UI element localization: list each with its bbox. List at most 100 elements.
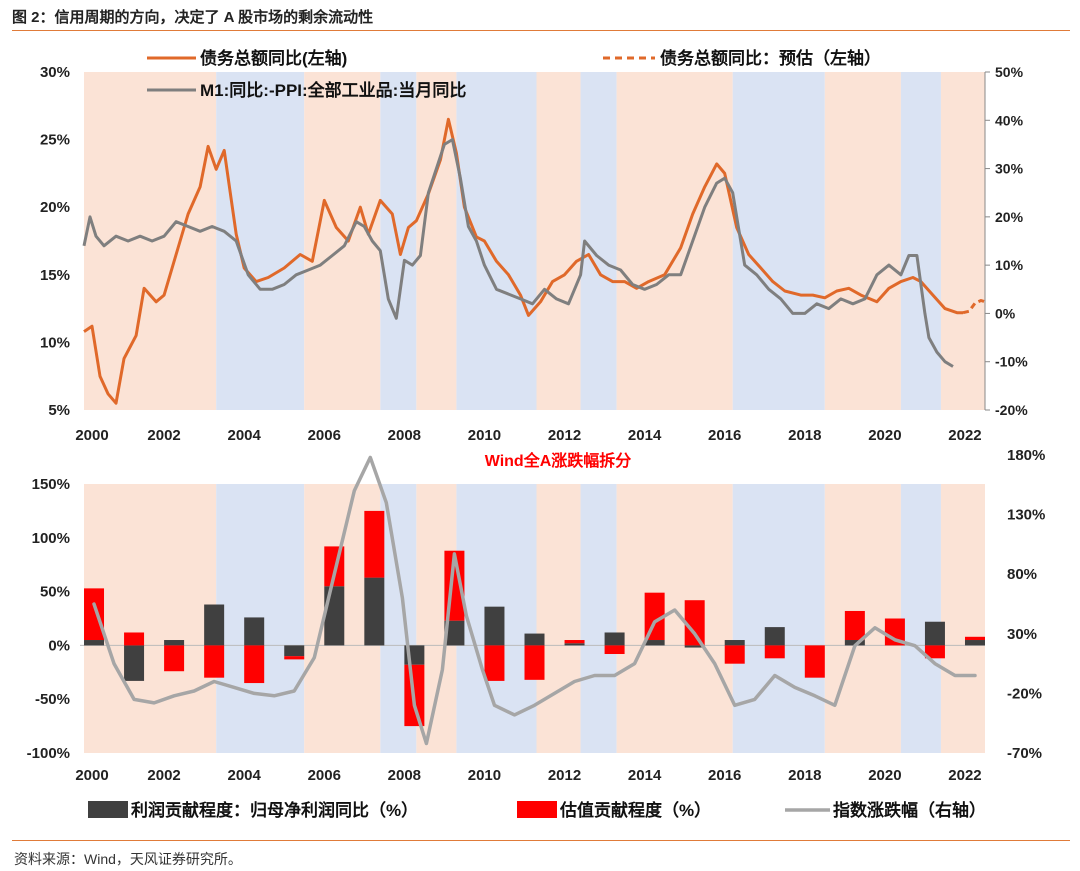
bottom-left-tick-label: 100% bbox=[32, 530, 70, 547]
valuation-bar-2016 bbox=[724, 645, 745, 664]
bottom-x-tick-label: 2016 bbox=[708, 767, 741, 784]
bottom-left-tick-label: 150% bbox=[32, 476, 70, 493]
profit-bar-2019 bbox=[844, 640, 865, 646]
valuation-bar-2015 bbox=[684, 600, 705, 646]
bottom-x-tick-label: 2010 bbox=[468, 767, 501, 784]
profit-bar-2022 bbox=[964, 640, 985, 646]
valuation-bar-2014 bbox=[644, 592, 665, 641]
valuation-bar-2004 bbox=[244, 645, 265, 684]
top-band-5 bbox=[456, 72, 537, 410]
valuation-bar-2007 bbox=[364, 510, 385, 578]
legend-label-profit: 利润贡献程度：归母净利润同比（%） bbox=[131, 800, 418, 820]
top-x-tick-label: 2010 bbox=[468, 427, 501, 444]
bottom-x-tick-label: 2002 bbox=[147, 767, 180, 784]
valuation-bar-2002 bbox=[164, 645, 185, 672]
bottom-x-tick-label: 2004 bbox=[227, 767, 261, 784]
top-right-tick-label: 0% bbox=[995, 305, 1016, 321]
bottom-band-11 bbox=[900, 484, 941, 753]
top-left-tick-label: 30% bbox=[40, 64, 70, 81]
top-x-tick-label: 2012 bbox=[548, 427, 581, 444]
bottom-band-9 bbox=[732, 484, 825, 753]
bottom-x-tick-label: 2014 bbox=[628, 767, 662, 784]
profit-bar-2013 bbox=[604, 632, 625, 646]
top-right-tick-label: -20% bbox=[995, 402, 1028, 418]
bottom-left-tick-label: 50% bbox=[40, 584, 70, 601]
profit-bar-2009 bbox=[444, 620, 465, 646]
top-x-tick-label: 2014 bbox=[628, 427, 662, 444]
profit-bar-2003 bbox=[204, 604, 225, 646]
top-x-tick-label: 2016 bbox=[708, 427, 741, 444]
top-right-tick-label: -10% bbox=[995, 354, 1028, 370]
profit-bar-2014 bbox=[644, 640, 665, 646]
top-band-8 bbox=[616, 72, 733, 410]
profit-bar-2016 bbox=[724, 640, 745, 646]
top-x-tick-label: 2022 bbox=[948, 427, 981, 444]
valuation-bar-2013 bbox=[604, 645, 625, 655]
bottom-bar-chart: Wind全A涨跌幅拆分 -100% -50% 0% 50% 100% 150% -70% -20… bbox=[27, 447, 1046, 784]
bottom-right-tick-label: 80% bbox=[1007, 566, 1037, 583]
valuation-bar-2011 bbox=[524, 645, 545, 680]
bottom-x-tick-label: 2020 bbox=[868, 767, 901, 784]
profit-bar-2001 bbox=[124, 645, 145, 681]
legends: 债务总额同比(左轴) 债务总额同比：预估（左轴） M1:同比:-PPI:全部工业品:… bbox=[88, 48, 986, 820]
figure-title: 图 2：信用周期的方向，决定了 A 股市场的剩余流动性 bbox=[12, 9, 374, 26]
profit-bar-2021 bbox=[924, 621, 945, 646]
bottom-x-tick-label: 2006 bbox=[308, 767, 341, 784]
bottom-right-tick-label: -70% bbox=[1007, 745, 1042, 762]
top-line-chart: 5% 10% 15% 20% 25% 30% -20% -10% 0% 10% 20% 30% 40% 5… bbox=[40, 64, 1028, 444]
bottom-right-tick-label: 180% bbox=[1007, 447, 1045, 464]
chart-area: 5% 10% 15% 20% 25% 30% -20% -10% 0% 10% 20% 30% 40% 5… bbox=[27, 48, 1046, 820]
bottom-x-tick-label: 2008 bbox=[388, 767, 421, 784]
source-rule bbox=[12, 840, 1070, 841]
valuation-bar-2005 bbox=[284, 656, 305, 660]
bottom-left-tick-label: -50% bbox=[35, 691, 70, 708]
top-x-tick-label: 2020 bbox=[868, 427, 901, 444]
title-rule bbox=[12, 30, 1070, 31]
valuation-bar-2017 bbox=[764, 645, 785, 659]
top-right-tick-label: 30% bbox=[995, 161, 1024, 177]
valuation-bar-2018 bbox=[804, 645, 825, 678]
valuation-bar-2022 bbox=[964, 636, 985, 641]
top-series-line-1 bbox=[962, 299, 986, 315]
bottom-left-tick-label: 0% bbox=[48, 637, 70, 654]
top-band-10 bbox=[824, 72, 901, 410]
top-right-tick-label: 10% bbox=[995, 257, 1024, 273]
profit-bar-2000 bbox=[84, 640, 105, 646]
valuation-bar-2010 bbox=[484, 645, 505, 681]
source-note: 资料来源：Wind，天风证券研究所。 bbox=[14, 851, 242, 867]
profit-bar-2015 bbox=[684, 645, 705, 648]
bottom-band-0 bbox=[84, 484, 217, 753]
valuation-bar-2000 bbox=[84, 588, 105, 641]
top-series-line-0 bbox=[83, 117, 963, 405]
top-series-line-2 bbox=[82, 138, 954, 368]
bottom-band-6 bbox=[536, 484, 581, 753]
valuation-bar-2019 bbox=[844, 610, 865, 641]
index-change-line bbox=[92, 455, 977, 746]
legend-label-debt-forecast: 债务总额同比：预估（左轴） bbox=[660, 48, 881, 68]
profit-bar-2006 bbox=[324, 586, 345, 646]
valuation-bar-2003 bbox=[204, 645, 225, 678]
top-x-tick-label: 2006 bbox=[308, 427, 341, 444]
legend-label-debt: 债务总额同比(左轴) bbox=[200, 48, 347, 68]
bottom-right-tick-label: -20% bbox=[1007, 685, 1042, 702]
bottom-band-8 bbox=[616, 484, 733, 753]
profit-bar-2017 bbox=[764, 627, 785, 646]
top-left-tick-label: 25% bbox=[40, 132, 70, 149]
profit-bar-2011 bbox=[524, 633, 545, 646]
valuation-bar-2021 bbox=[924, 645, 945, 659]
bottom-x-tick-label: 2022 bbox=[948, 767, 981, 784]
top-x-tick-label: 2018 bbox=[788, 427, 821, 444]
profit-bar-2010 bbox=[484, 606, 505, 646]
top-right-tick-label: 20% bbox=[995, 209, 1024, 225]
top-shading-bands bbox=[84, 72, 985, 410]
profit-bar-2005 bbox=[284, 645, 305, 657]
legend-label-m1: M1:同比:-PPI:全部工业品:当月同比 bbox=[200, 80, 466, 100]
bottom-right-tick-label: 130% bbox=[1007, 507, 1045, 524]
top-left-tick-label: 10% bbox=[40, 334, 70, 351]
top-band-9 bbox=[732, 72, 825, 410]
top-x-tick-label: 2008 bbox=[388, 427, 421, 444]
bottom-chart-title: Wind全A涨跌幅拆分 bbox=[485, 451, 632, 470]
valuation-bar-2012 bbox=[564, 640, 585, 644]
top-left-tick-label: 15% bbox=[40, 267, 70, 284]
